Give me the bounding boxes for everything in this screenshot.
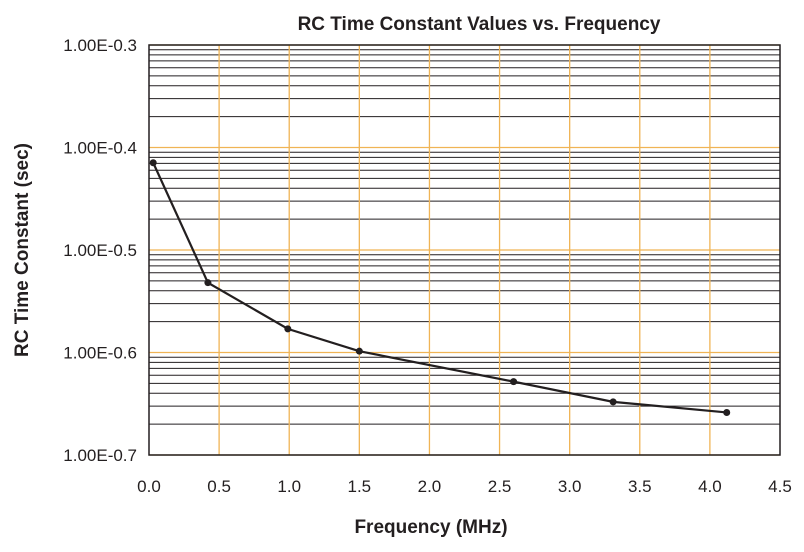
data-point <box>284 325 292 333</box>
data-point <box>204 279 212 287</box>
data-point <box>609 398 617 406</box>
data-point <box>723 408 731 416</box>
x-tick-label: 4.0 <box>698 477 722 496</box>
data-point <box>355 347 363 355</box>
x-axis-label: Frequency (MHz) <box>354 517 507 538</box>
x-tick-label: 3.0 <box>558 477 582 496</box>
x-tick-label: 0.0 <box>137 477 161 496</box>
x-tick-label: 4.5 <box>768 477 792 496</box>
x-tick-label: 1.0 <box>277 477 301 496</box>
x-tick-label: 0.5 <box>207 477 231 496</box>
x-tick-label: 2.0 <box>418 477 442 496</box>
y-axis-label: RC Time Constant (sec) <box>12 143 33 357</box>
y-tick-label: 1.00E-0.6 <box>63 344 137 363</box>
data-point <box>510 378 518 386</box>
x-tick-label: 2.5 <box>488 477 512 496</box>
y-tick-label: 1.00E-0.4 <box>63 139 137 158</box>
x-tick-label: 3.5 <box>628 477 652 496</box>
y-tick-label: 1.00E-0.5 <box>63 241 137 260</box>
plot-frame <box>148 44 781 456</box>
y-tick-label: 1.00E-0.3 <box>63 36 137 55</box>
x-tick-label: 1.5 <box>348 477 372 496</box>
data-point <box>149 159 157 167</box>
chart-title: RC Time Constant Values vs. Frequency <box>298 14 661 35</box>
y-tick-label: 1.00E-0.7 <box>63 446 137 465</box>
